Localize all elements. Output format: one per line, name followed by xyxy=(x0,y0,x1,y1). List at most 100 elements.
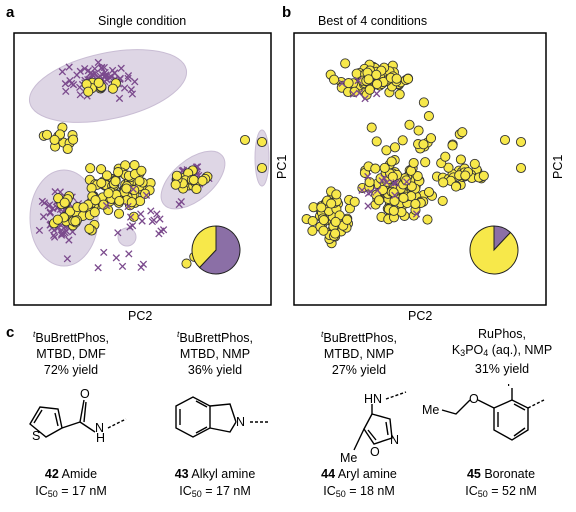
compound-42-conditions: tBuBrettPhos, MTBD, DMF 72% yield xyxy=(32,329,110,377)
atom-n-42: N xyxy=(95,421,104,435)
failure-point xyxy=(361,94,369,103)
success-point xyxy=(364,84,375,95)
structures-svg: S O N H N HN N O Me F O Me xyxy=(29,384,545,464)
success-point xyxy=(499,134,511,146)
compound-44-caption: 44 Aryl amine IC50 = 18 nM xyxy=(321,467,397,499)
success-point xyxy=(110,176,121,187)
pie-chart-b xyxy=(469,225,519,275)
atom-h-42: H xyxy=(96,431,105,445)
success-point xyxy=(330,216,341,227)
cluster-ellipse xyxy=(117,227,137,247)
success-point xyxy=(93,77,104,88)
failure-point xyxy=(177,198,185,206)
failure-point xyxy=(157,227,165,235)
failure-point xyxy=(58,68,67,76)
success-point xyxy=(318,225,329,236)
failure-point xyxy=(390,179,398,188)
failure-point xyxy=(364,172,372,181)
failure-point xyxy=(46,209,54,217)
compound-45-caption: 45 Boronate IC50 = 52 nM xyxy=(465,467,537,499)
success-point xyxy=(330,228,341,239)
failure-point xyxy=(117,64,125,73)
failure-point xyxy=(358,186,366,194)
success-point xyxy=(455,154,466,165)
failure-point xyxy=(62,87,70,96)
success-point xyxy=(515,162,527,174)
plot-b-ylabel: PC1 xyxy=(551,154,565,179)
success-point xyxy=(349,196,360,207)
failure-point xyxy=(127,86,135,94)
success-point xyxy=(397,135,408,146)
compound-45-conditions: RuPhos, K3PO4 (aq.), NMP 31% yield xyxy=(451,327,553,376)
scatter-points-b xyxy=(301,58,527,249)
failure-point xyxy=(153,210,161,218)
success-point xyxy=(331,189,342,200)
success-point xyxy=(307,216,318,227)
failure-point xyxy=(73,71,81,79)
success-point xyxy=(101,170,113,181)
success-point xyxy=(423,111,434,122)
success-point xyxy=(443,162,454,173)
panel-a-letter: a xyxy=(6,4,15,21)
failure-point xyxy=(392,179,400,187)
failure-point xyxy=(364,189,373,198)
compound-43-caption: 43 Alkyl amine IC50 = 17 nM xyxy=(174,467,256,499)
success-point xyxy=(107,83,118,94)
success-point xyxy=(394,89,405,100)
compound-42-caption: 42 Amide IC50 = 17 nM xyxy=(35,467,107,499)
failure-point xyxy=(338,79,346,87)
failure-point xyxy=(129,185,137,193)
failure-point xyxy=(35,226,44,235)
failure-point xyxy=(412,210,421,218)
atom-o-44: O xyxy=(370,445,380,459)
atom-me-45: Me xyxy=(422,403,439,417)
failure-point xyxy=(91,65,99,73)
failure-point xyxy=(139,260,148,268)
success-point xyxy=(96,164,107,175)
success-point xyxy=(52,214,63,225)
success-point xyxy=(68,134,79,145)
success-point xyxy=(438,177,449,188)
failure-point xyxy=(50,226,58,234)
failure-point xyxy=(108,66,117,75)
failure-point xyxy=(150,216,158,224)
failure-point xyxy=(81,64,89,73)
failure-point xyxy=(98,71,107,79)
success-point xyxy=(307,225,318,236)
failure-point xyxy=(142,191,151,199)
success-point xyxy=(113,167,124,178)
success-point xyxy=(49,134,60,145)
failure-point xyxy=(124,202,132,211)
success-point xyxy=(256,162,268,174)
failure-point xyxy=(63,255,72,263)
failure-point xyxy=(403,178,411,186)
success-point xyxy=(86,183,97,194)
atom-n-44: N xyxy=(390,433,399,447)
success-point xyxy=(316,202,327,213)
structure-42-amide xyxy=(29,399,127,438)
success-point xyxy=(90,195,101,206)
success-point xyxy=(425,133,437,144)
failure-point xyxy=(349,90,358,98)
success-point xyxy=(413,125,424,136)
success-point xyxy=(412,171,423,182)
structure-45-aryl xyxy=(441,388,545,441)
plot-b-frame xyxy=(293,32,547,306)
pie-slice xyxy=(198,225,241,275)
success-point xyxy=(418,97,429,108)
plot-a-ylabel: PC1 xyxy=(275,154,289,179)
cluster-ellipse xyxy=(28,49,188,123)
structure-43-isoindoline xyxy=(175,396,270,438)
success-point xyxy=(460,170,471,181)
panel-b-letter: b xyxy=(282,4,292,21)
success-point xyxy=(437,195,448,206)
success-point xyxy=(387,171,398,182)
success-point xyxy=(398,192,409,203)
atom-o-45: O xyxy=(469,392,479,406)
success-point xyxy=(343,78,354,89)
success-point xyxy=(78,202,89,213)
compound-44-conditions: tBuBrettPhos, MTBD, NMP 27% yield xyxy=(320,329,398,377)
success-point xyxy=(89,207,100,218)
atom-hn-44: HN xyxy=(364,392,382,406)
